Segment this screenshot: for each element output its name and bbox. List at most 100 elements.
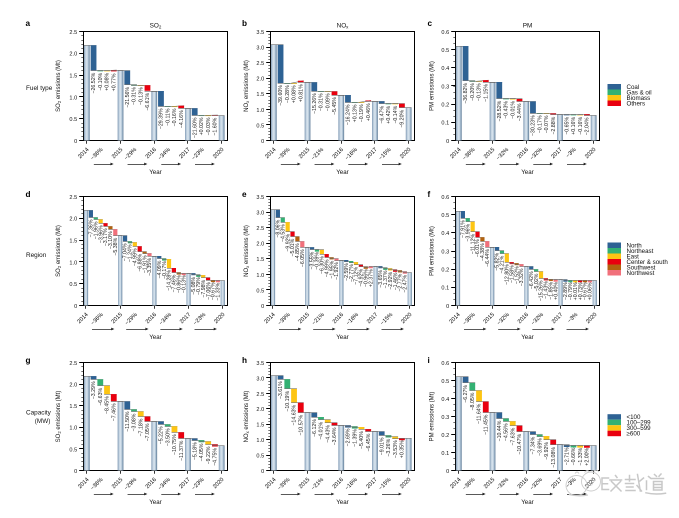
svg-text:0.3: 0.3: [441, 249, 449, 255]
svg-text:−0.07%: −0.07%: [544, 115, 550, 133]
svg-text:−3.96%: −3.96%: [98, 225, 104, 243]
svg-text:+0.77%: +0.77%: [111, 73, 117, 91]
svg-text:+0.08%: +0.08%: [292, 85, 298, 103]
svg-text:0.6: 0.6: [441, 195, 449, 201]
svg-text:−3.32%: −3.32%: [519, 268, 525, 286]
svg-text:Year: Year: [336, 169, 349, 176]
svg-text:−0.16%: −0.16%: [578, 117, 584, 135]
svg-text:f: f: [428, 190, 431, 199]
svg-text:d: d: [26, 190, 31, 199]
svg-text:−0.79%: −0.79%: [568, 282, 574, 300]
svg-text:−0.16%: −0.16%: [172, 108, 178, 126]
svg-text:1.5: 1.5: [69, 239, 77, 245]
svg-text:0: 0: [74, 139, 77, 145]
svg-text:SO2: SO2: [150, 22, 162, 29]
svg-text:−3.50%: −3.50%: [165, 428, 171, 446]
svg-text:Gas & oil: Gas & oil: [627, 89, 652, 96]
svg-text:−7.98%: −7.98%: [201, 279, 207, 297]
svg-text:+0.02%: +0.02%: [199, 117, 205, 135]
svg-text:−4.53%: −4.53%: [280, 224, 286, 242]
svg-text:1.5: 1.5: [69, 74, 77, 80]
svg-text:−1.39%: −1.39%: [352, 429, 358, 447]
svg-text:−4.09%: −4.09%: [157, 260, 163, 278]
svg-text:−4.05%: −4.05%: [199, 443, 205, 461]
svg-text:−0.11%: −0.11%: [165, 108, 171, 126]
svg-text:−0.79%: −0.79%: [196, 277, 202, 295]
svg-text:−0.67%: −0.67%: [211, 282, 217, 300]
svg-text:−11.37%: −11.37%: [179, 440, 185, 461]
svg-text:0: 0: [74, 304, 77, 310]
svg-text:−1.60%: −1.60%: [213, 117, 219, 135]
svg-text:−0.66%: −0.66%: [571, 447, 577, 465]
svg-text:0.5: 0.5: [441, 379, 449, 385]
svg-text:1.5: 1.5: [69, 404, 77, 410]
svg-text:Year: Year: [521, 169, 534, 176]
svg-text:−9.22%: −9.22%: [206, 446, 212, 464]
svg-text:−0.86%: −0.86%: [176, 275, 182, 293]
svg-text:−2.77%: −2.77%: [398, 273, 404, 291]
svg-text:−3.65%: −3.65%: [378, 270, 384, 288]
svg-text:−0.17%: −0.17%: [162, 261, 168, 279]
svg-text:−14.28%: −14.28%: [167, 270, 173, 291]
svg-text:+0.73%: +0.73%: [578, 282, 584, 300]
svg-text:−6.42%: −6.42%: [529, 271, 535, 289]
svg-text:0: 0: [261, 304, 264, 310]
svg-text:NOx emissions (Mt): NOx emissions (Mt): [244, 391, 250, 443]
svg-text:−5.45%: −5.45%: [332, 97, 338, 115]
svg-text:2.5: 2.5: [256, 392, 264, 398]
svg-text:−2.88%: −2.88%: [551, 116, 557, 134]
svg-text:+2.00%: +2.00%: [585, 447, 591, 465]
svg-text:2.0: 2.0: [69, 52, 77, 58]
svg-text:c: c: [428, 19, 433, 28]
svg-text:3.5: 3.5: [256, 195, 264, 201]
svg-text:0.2: 0.2: [441, 268, 449, 274]
svg-text:3.0: 3.0: [256, 45, 264, 51]
svg-text:−6.12%: −6.12%: [312, 419, 318, 437]
svg-text:SO2 emissions (Mt): SO2 emissions (Mt): [56, 391, 62, 443]
svg-text:−14.63%: −14.63%: [292, 404, 298, 425]
svg-text:Coal: Coal: [627, 84, 640, 91]
svg-text:+0.81%: +0.81%: [298, 84, 304, 102]
svg-text:−4.16%: −4.16%: [179, 110, 185, 128]
svg-text:−2.89%: −2.89%: [563, 282, 569, 300]
svg-text:−3.35%: −3.35%: [147, 258, 153, 276]
svg-text:+2.37%: +2.37%: [368, 269, 374, 287]
svg-text:1.0: 1.0: [69, 95, 77, 101]
svg-text:+0.35%: +0.35%: [400, 440, 406, 458]
svg-text:−0.65%: −0.65%: [564, 117, 570, 135]
svg-text:−0.13%: −0.13%: [181, 275, 187, 293]
svg-text:Year: Year: [521, 499, 534, 506]
svg-text:0: 0: [446, 469, 449, 475]
svg-text:Southwest: Southwest: [627, 264, 656, 271]
svg-text:−2.59%: −2.59%: [344, 263, 350, 281]
svg-text:+0.08%: +0.08%: [105, 72, 111, 90]
svg-text:−6.45%: −6.45%: [366, 433, 372, 451]
svg-text:+0.42%: +0.42%: [386, 105, 392, 123]
svg-text:+0.13%: +0.13%: [352, 104, 358, 122]
svg-text:3.0: 3.0: [256, 210, 264, 216]
svg-text:0.6: 0.6: [441, 30, 449, 36]
svg-text:−3.10%: −3.10%: [108, 231, 114, 249]
svg-text:−4.75%: −4.75%: [213, 448, 219, 466]
svg-text:−11.64%: −11.64%: [477, 403, 483, 424]
svg-text:2.0: 2.0: [256, 77, 264, 83]
svg-text:−10.47%: −10.47%: [517, 433, 523, 454]
svg-text:−1.37%: −1.37%: [383, 270, 389, 288]
svg-text:3.5: 3.5: [256, 361, 264, 367]
svg-text:1.0: 1.0: [256, 438, 264, 444]
svg-text:−5.38%: −5.38%: [113, 237, 119, 255]
svg-text:0.3: 0.3: [441, 84, 449, 90]
svg-text:−1.33%: −1.33%: [216, 282, 222, 300]
svg-text:a: a: [26, 19, 31, 28]
svg-text:0.1: 0.1: [441, 286, 449, 292]
svg-text:Capacity: Capacity: [26, 410, 52, 417]
svg-text:NOx emissions (Mt): NOx emissions (Mt): [244, 60, 250, 112]
svg-text:−6.30%: −6.30%: [320, 256, 326, 274]
svg-text:North: North: [627, 242, 643, 249]
svg-text:0.4: 0.4: [441, 66, 449, 72]
svg-text:−13.08%: −13.08%: [551, 447, 557, 468]
svg-text:−4.38%: −4.38%: [480, 243, 486, 261]
svg-text:−2.47%: −2.47%: [403, 274, 409, 292]
svg-text:−10.44%: −10.44%: [497, 420, 503, 441]
svg-text:−7.06%: −7.06%: [206, 282, 212, 300]
